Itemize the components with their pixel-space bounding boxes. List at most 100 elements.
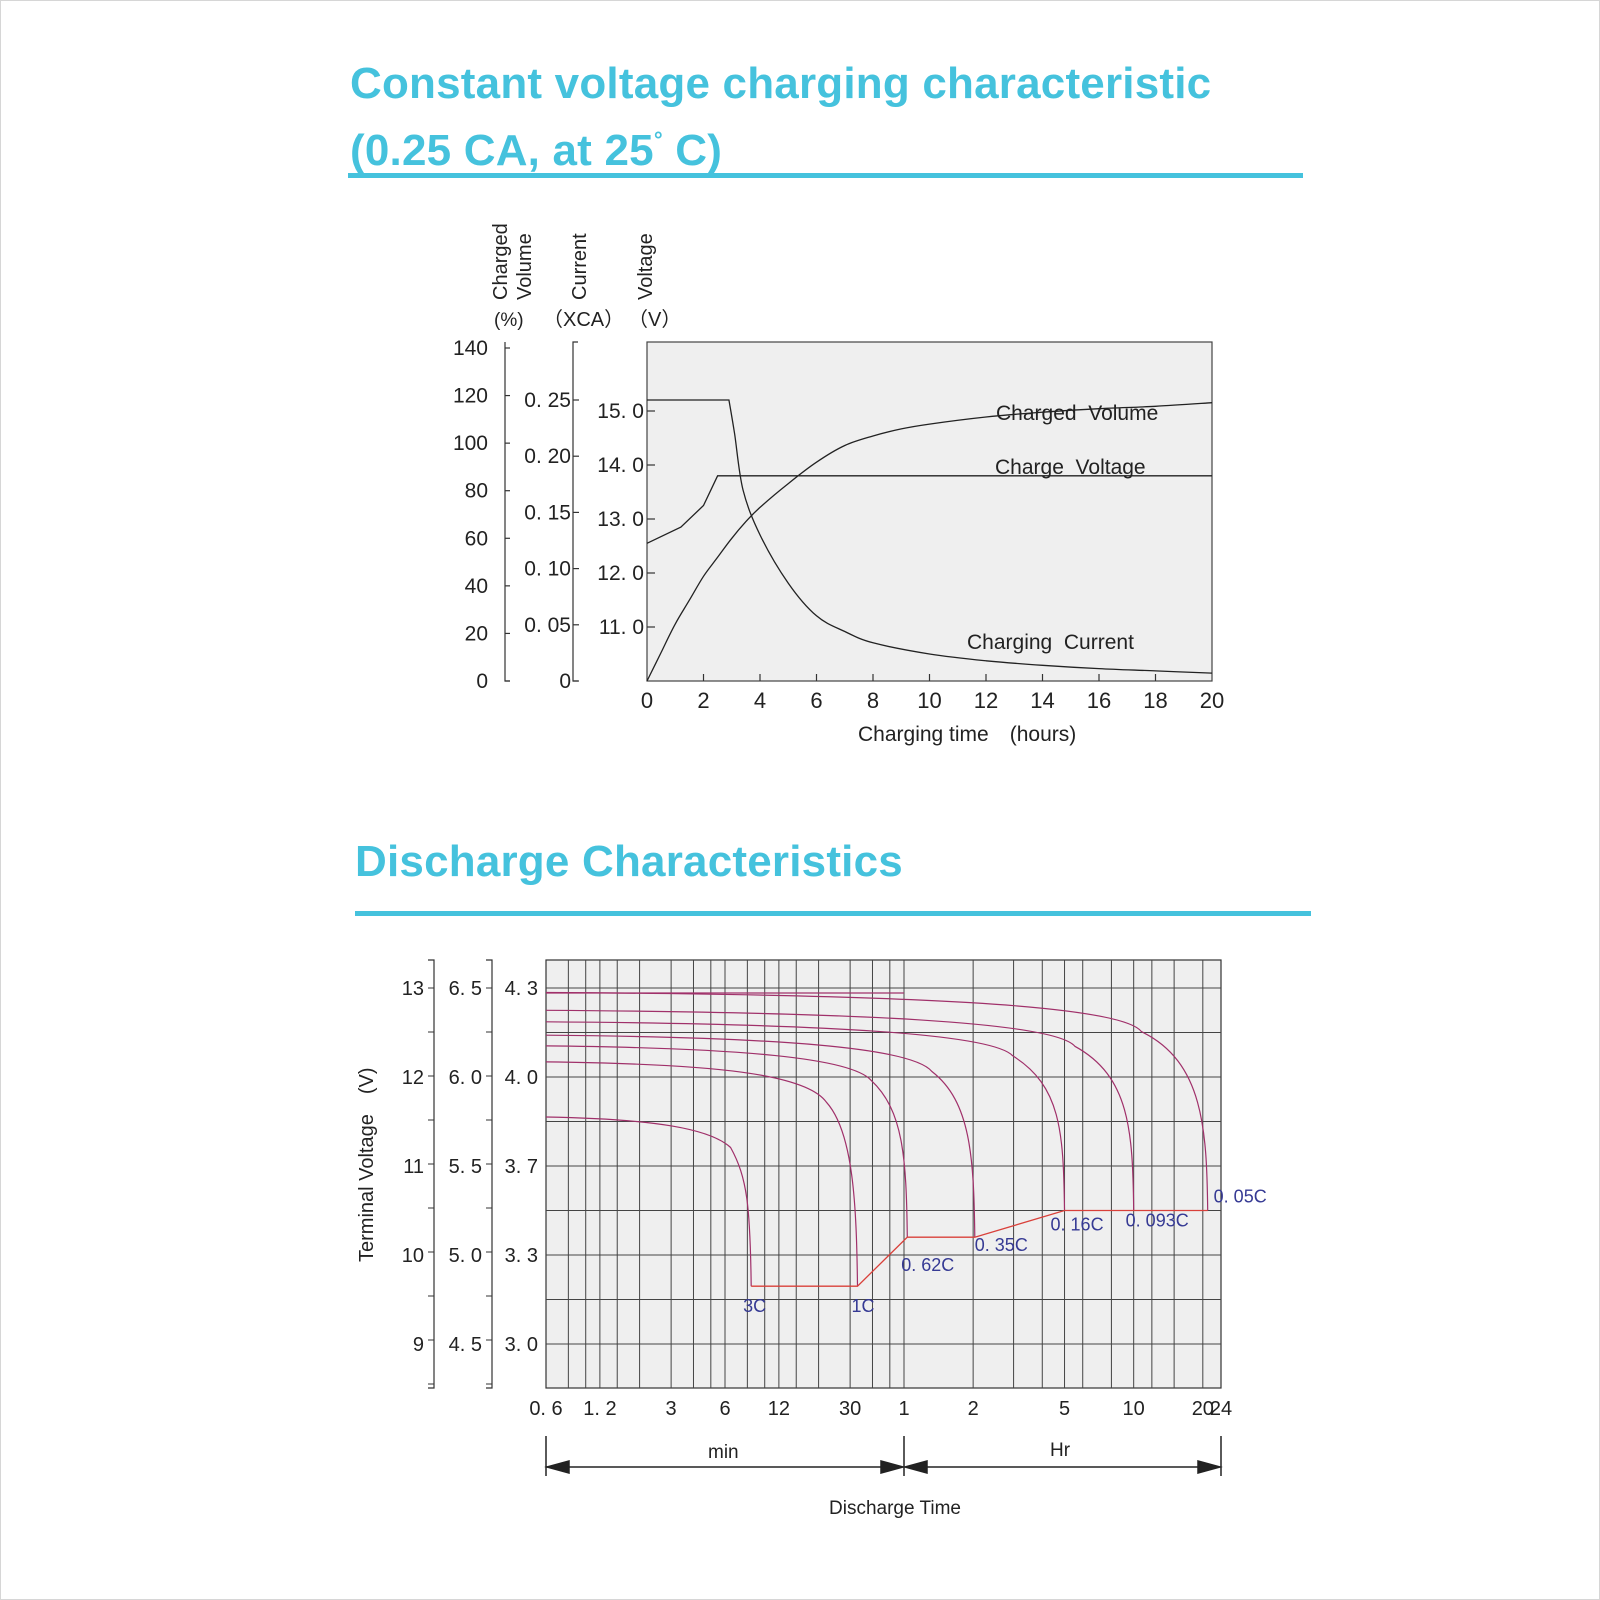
end-voltage-line <box>751 1209 1208 1287</box>
y-tick-label: 6. 0 <box>449 1067 482 1089</box>
discharge-curve <box>545 1021 1066 1211</box>
min-label: min <box>708 1442 739 1463</box>
rate-label: 3C <box>743 1296 766 1316</box>
x-tick-label: 3 <box>666 1398 677 1420</box>
discharge-curves <box>545 991 1209 1287</box>
rate-label: 0. 05C <box>1214 1187 1267 1207</box>
y-tick-label: 4. 5 <box>449 1334 482 1356</box>
discharge-curve <box>545 1116 752 1287</box>
current-tick-label: 0. 20 <box>524 445 571 468</box>
x-tick-label: 1 <box>898 1398 909 1420</box>
series-label-charge-voltage: Charge Voltage <box>995 456 1146 479</box>
axis-unit-voltage: （V） <box>628 308 681 331</box>
current-tick-label: 0. 05 <box>524 614 571 637</box>
y-axis-scale-line <box>486 959 493 1389</box>
rate-label: 1C <box>852 1296 875 1316</box>
y-tick-label: 12 <box>402 1067 424 1089</box>
axis-label-current: Current <box>569 233 591 300</box>
rate-label: 0. 62C <box>901 1255 954 1275</box>
x-tick-label: 0 <box>641 688 653 713</box>
x-tick-label: 12 <box>768 1398 790 1420</box>
series-label-charged-volume: Charged Volume <box>996 402 1158 425</box>
current-tick-label: 0 <box>559 670 571 693</box>
voltage-tick-label: 14. 0 <box>597 454 644 477</box>
x-tick-label: 8 <box>867 688 879 713</box>
current-axis-line <box>572 341 578 682</box>
axis-label-charged: Charged <box>490 223 512 300</box>
x-tick-label: 24 <box>1210 1398 1232 1420</box>
y-tick-label: 5. 0 <box>449 1245 482 1267</box>
percent-axis-line <box>504 342 510 682</box>
x-tick-label: 20 <box>1192 1398 1214 1420</box>
chart1-title-line2-end: C) <box>662 126 723 175</box>
voltage-tick-label: 13. 0 <box>597 508 644 531</box>
x-tick-label: 0. 6 <box>529 1398 562 1420</box>
x-tick-label: 1. 2 <box>583 1398 616 1420</box>
y-tick-label: 11 <box>403 1156 424 1178</box>
discharge-curve <box>545 1045 908 1238</box>
rate-label: 0. 093C <box>1126 1211 1189 1231</box>
percent-tick-label: 60 <box>465 527 488 550</box>
y-tick-label: 9 <box>413 1334 424 1356</box>
x-tick-label: 18 <box>1143 688 1167 713</box>
y-tick-label: 3. 7 <box>505 1156 538 1178</box>
voltage-tick-label: 11. 0 <box>599 616 644 639</box>
discharge-curve <box>545 1061 859 1287</box>
current-tick-label: 0. 15 <box>524 501 571 524</box>
chart1-title-line2: (0.25 CA, at 25° C) <box>350 112 722 179</box>
current-tick-label: 0. 10 <box>524 558 571 581</box>
charging-current-line <box>647 399 1213 674</box>
percent-tick-label: 120 <box>453 385 488 408</box>
rate-label: 0. 16C <box>1051 1215 1104 1235</box>
y-tick-label: 13 <box>402 978 424 1000</box>
y-tick-label: 6. 5 <box>449 978 482 1000</box>
rate-label: 0. 35C <box>975 1235 1028 1255</box>
chart1-title-line1: Constant voltage charging characteristic <box>350 59 1212 108</box>
x-tick-label: 12 <box>974 688 998 713</box>
series-label-charging-current: Charging Current <box>967 631 1134 654</box>
y-tick-label: 4. 0 <box>505 1067 538 1089</box>
percent-tick-label: 40 <box>465 575 488 598</box>
discharge-curve <box>545 991 1209 1211</box>
percent-tick-label: 140 <box>453 337 488 360</box>
y-tick-label: 3. 0 <box>505 1334 538 1356</box>
y-tick-label: 5. 5 <box>449 1156 482 1178</box>
y-axis-title-terminal-voltage: Terminal Voltage (V) <box>356 1067 378 1262</box>
x-tick-label: 4 <box>754 688 766 713</box>
percent-tick-label: 0 <box>476 670 488 693</box>
x-tick-label: 20 <box>1200 688 1224 713</box>
x-tick-label: 30 <box>839 1398 861 1420</box>
hr-label: Hr <box>1050 1440 1071 1461</box>
charge-voltage-line <box>646 475 1212 544</box>
discharge-plot-area <box>545 959 1222 1389</box>
chart1-title-rule <box>348 173 1303 178</box>
y-axis-scale-line <box>428 959 435 1389</box>
chart2-title: Discharge Characteristics <box>355 837 903 886</box>
charging-chart: Charged Volume Current Voltage (%) （XCA）… <box>453 223 1224 746</box>
charged-volume-line <box>646 402 1213 682</box>
y-tick-label: 4. 3 <box>505 978 538 1000</box>
y-tick-label: 10 <box>402 1245 424 1267</box>
axis-label-voltage: Voltage <box>635 233 657 300</box>
percent-tick-label: 20 <box>465 622 488 645</box>
x-tick-label: 14 <box>1030 688 1054 713</box>
x-tick-label: 2 <box>968 1398 979 1420</box>
x-tick-label: 5 <box>1059 1398 1070 1420</box>
x-tick-label: 6 <box>719 1398 730 1420</box>
x-tick-label: 10 <box>917 688 941 713</box>
discharge-curve <box>545 1034 976 1238</box>
discharge-curve <box>545 1009 1135 1211</box>
discharge-rate-labels: 3C 1C 0. 62C 0. 35C 0. 16C 0. 093C 0. 05C <box>743 1187 1267 1317</box>
percent-tick-label: 80 <box>465 480 488 503</box>
axis-label-volume: Volume <box>514 233 536 300</box>
axis-unit-percent: (%) <box>494 310 524 331</box>
y-tick-label: 3. 3 <box>505 1245 538 1267</box>
x-tick-label: 16 <box>1087 688 1111 713</box>
axis-unit-current: （XCA） <box>543 308 624 331</box>
time-range-brackets <box>544 1436 1223 1476</box>
charging-curves <box>646 399 1213 682</box>
chart1-title-line2-text: (0.25 CA, at 25 <box>350 126 654 175</box>
